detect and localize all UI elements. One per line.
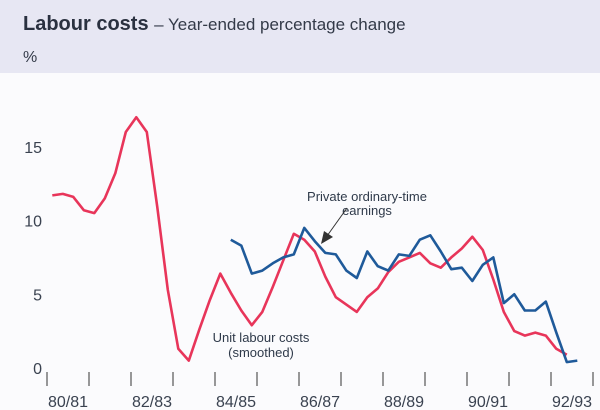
x-tick-label: 90/91 <box>468 394 508 410</box>
chart-dash: – <box>154 15 169 34</box>
unit-labour-costs-line <box>52 116 568 362</box>
annotation-arrow-line <box>326 207 348 237</box>
y-axis-unit: % <box>23 49 38 66</box>
annotation-arrow-head-icon <box>321 231 333 244</box>
y-tick-label: 15 <box>24 140 42 157</box>
x-tick-label: 84/85 <box>216 394 256 410</box>
chart-title-block: Labour costs – Year-ended percentage cha… <box>23 13 406 36</box>
chart-title: Labour costs <box>23 13 149 35</box>
series-label-private-earnings: earnings <box>342 203 392 218</box>
x-tick-label: 80/81 <box>48 394 88 410</box>
x-tick-label: 82/83 <box>132 394 172 410</box>
series-label-unit-labour-costs: (smoothed) <box>228 345 294 360</box>
y-tick-label: 5 <box>33 287 42 304</box>
series-label-unit-labour-costs: Unit labour costs <box>213 330 310 345</box>
y-tick-label: 10 <box>24 214 42 231</box>
x-tick-label: 86/87 <box>300 394 340 410</box>
chart-subtitle: Year-ended percentage change <box>168 15 406 34</box>
private-earnings-line <box>230 226 578 364</box>
title-band <box>0 0 600 73</box>
y-tick-label: 0 <box>33 361 42 378</box>
x-tick-label: 88/89 <box>384 394 424 410</box>
series-label-private-earnings: Private ordinary-time <box>307 189 427 204</box>
x-tick-label: 92/93 <box>552 394 592 410</box>
